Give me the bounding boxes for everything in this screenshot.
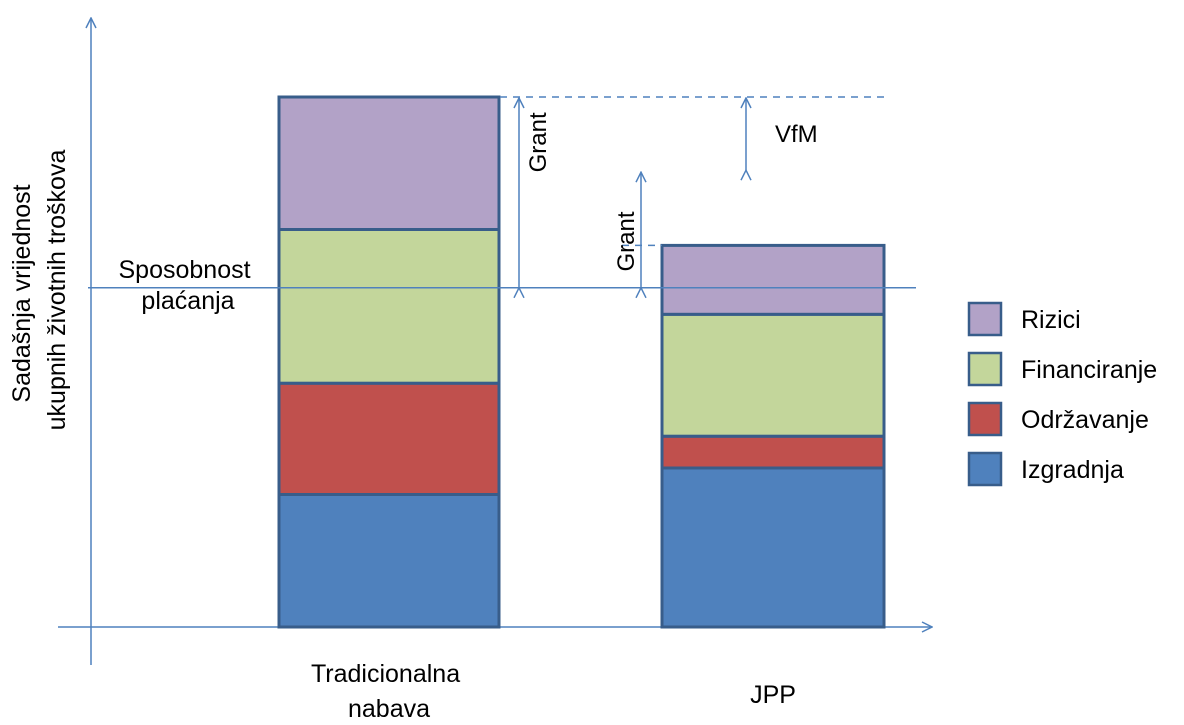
category-label-traditional: Tradicionalna nabava (311, 660, 467, 723)
bar-segment-izgradnja-traditional (277, 493, 501, 629)
reference-line-label-line-2: plaćanja (141, 287, 234, 315)
legend-swatch-rizici (967, 301, 1003, 337)
legend-label-financiranje: Financiranje (1021, 356, 1157, 384)
bar-segment-financiranje-jpp (660, 312, 886, 438)
bar-segment-održavanje-traditional (277, 381, 501, 497)
category-label-traditional-line-2: nabava (348, 695, 430, 723)
legend-swatch-održavanje (967, 401, 1003, 437)
reference-line-label-line-1: Sposobnost (119, 256, 251, 284)
bar-segment-održavanje-jpp (660, 434, 886, 470)
legend: Rizici Financiranje Održavanje Izgradnja (967, 301, 1157, 487)
svg-text:Sadašnja vrijednost ukup: Sadašnja vrijednost ukupnih životnih tro… (8, 150, 71, 431)
legend-label-rizici: Rizici (1021, 306, 1081, 334)
reference-line-label: Sposobnost plaćanja (119, 256, 258, 315)
legend-label-održavanje: Održavanje (1021, 406, 1149, 434)
bar-segment-rizici-jpp (660, 243, 886, 316)
y-axis-title-line-2: ukupnih životnih troškova (43, 150, 71, 431)
legend-label-izgradnja: Izgradnja (1021, 456, 1124, 484)
grant-label-jpp: Grant (613, 211, 640, 271)
y-axis-title: Sadašnja vrijednost ukupnih životnih tro… (8, 150, 71, 431)
bar-segment-rizici-traditional (277, 95, 501, 231)
bar-segment-financiranje-traditional (277, 228, 501, 385)
category-label-traditional-line-1: Tradicionalna (311, 660, 460, 688)
legend-swatch-izgradnja (967, 451, 1003, 487)
bar-segment-izgradnja-jpp (660, 466, 886, 629)
grant-label-traditional: Grant (525, 112, 552, 172)
y-axis-title-line-1: Sadašnja vrijednost (8, 184, 36, 402)
category-label-jpp: JPP (750, 681, 796, 709)
bars (277, 95, 886, 629)
vfm-label: VfM (775, 121, 818, 148)
legend-swatch-financiranje (967, 351, 1003, 387)
